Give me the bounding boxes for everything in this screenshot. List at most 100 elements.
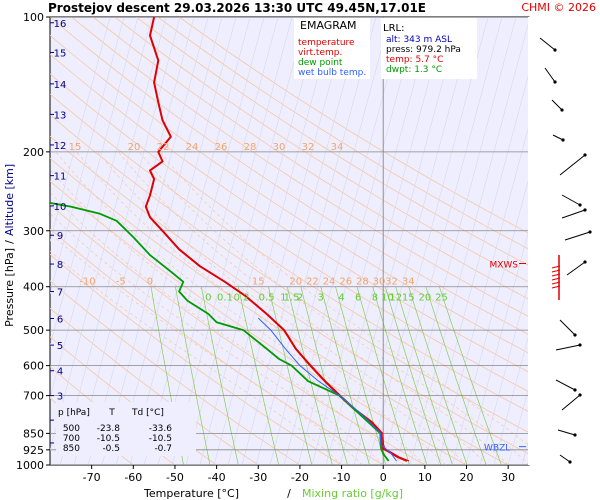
dry-adiabat-label: 30 — [373, 277, 386, 288]
dry-adiabat-label: 30 — [273, 142, 286, 153]
y-tick-label: 300 — [23, 225, 44, 238]
moist-adiabat-line — [55, 151, 446, 465]
x-tick-label: 20 — [460, 471, 474, 484]
mixing-ratio-tick-label: 0 — [205, 293, 211, 304]
copyright-label: CHMI © 2026 — [521, 1, 596, 14]
wind-max-barb — [551, 277, 561, 281]
altitude-tick-label: 3 — [57, 392, 63, 403]
mixing-ratio-tick-label: 6 — [355, 293, 361, 304]
dry-adiabat-label: 22 — [306, 277, 319, 288]
level-table-header-td: Td [°C] — [131, 408, 164, 418]
level-row-p: 850 — [63, 444, 80, 454]
chart-header-title: Prostejov descent 29.03.2026 13:30 UTC 4… — [48, 1, 426, 15]
level-row-p: 700 — [63, 434, 80, 444]
altitude-tick-label: 11 — [54, 172, 67, 183]
legend-temperature: temperature — [298, 38, 355, 48]
isotherm-line — [493, 333, 529, 465]
isotherm-line — [129, 17, 251, 465]
x-tick-label: 10 — [418, 471, 432, 484]
isotherm-line — [227, 17, 349, 465]
isotherm-line — [367, 17, 489, 465]
wind-barb — [552, 134, 564, 141]
altitude-tick-label: 6 — [57, 315, 63, 326]
isotherm-line — [101, 17, 223, 465]
y-tick-label: 700 — [23, 390, 44, 403]
series-temperature-line — [144, 17, 408, 462]
dry-adiabat-line — [114, 17, 529, 283]
mixing-ratio-tick-label: 12 — [389, 293, 402, 304]
x-tick-label: -30 — [249, 471, 267, 484]
y-tick-label: 600 — [23, 360, 44, 373]
plot-area — [49, 16, 530, 466]
marker-mxws-label: MXWS — [489, 261, 518, 271]
y-tick-label: 200 — [23, 146, 44, 159]
dry-adiabat-label: 20 — [128, 142, 141, 153]
level-row-td: -10.5 — [149, 434, 172, 444]
isotherm-line — [171, 17, 293, 465]
wind-panel — [528, 17, 600, 465]
wind-barb-dot — [583, 260, 587, 264]
isotherm-line — [157, 17, 279, 465]
dry-adiabat-line — [50, 73, 529, 393]
y-axis-label-altitude: Altitude [km] — [3, 164, 16, 236]
isotherm-line — [479, 280, 529, 465]
isotherm-line — [73, 17, 195, 465]
dry-adiabat-label: 22 — [157, 142, 170, 153]
wind-max-barb — [551, 273, 561, 277]
wind-barb-dot — [578, 393, 582, 397]
isotherm-line — [269, 17, 391, 465]
isotherm-line — [325, 17, 447, 465]
isotherm-line — [50, 17, 153, 399]
dry-adiabat-label: 15 — [252, 277, 265, 288]
dry-adiabat-label: 28 — [356, 277, 369, 288]
wind-barb — [566, 261, 586, 276]
altitude-tick-label: 8 — [57, 260, 63, 271]
wind-barb — [555, 379, 576, 391]
dry-adiabat-label: 24 — [186, 142, 199, 153]
x-tick-label: -40 — [208, 471, 226, 484]
wind-barb — [544, 67, 556, 83]
level-row-t: -0.5 — [102, 444, 120, 454]
legend-dew-point: dew point — [298, 58, 343, 68]
y-tick-label: 500 — [23, 324, 44, 337]
isotherm-line — [115, 17, 237, 465]
isotherm-line — [423, 71, 529, 465]
wind-barb — [561, 194, 581, 206]
y-tick-label: 400 — [23, 281, 44, 294]
wind-barb — [561, 394, 581, 411]
wind-barb-dot — [553, 80, 557, 84]
y-tick-label: 850 — [23, 427, 44, 440]
lrl-alt: alt: 343 m ASL — [386, 35, 452, 45]
altitude-tick-label: 14 — [54, 80, 67, 91]
legend-title: EMAGRAM — [300, 19, 357, 32]
x-axis-label-mixing: Mixing ratio [g/kg] — [302, 487, 403, 500]
wind-barb-dot — [583, 153, 587, 157]
moist-adiabat-line — [159, 151, 529, 447]
lrl-dwpt: dwpt: 1.3 °C — [386, 65, 442, 75]
dry-adiabat-label: 24 — [323, 277, 336, 288]
y-axis-label-separator: / — [3, 240, 16, 244]
level-table — [56, 402, 196, 456]
level-row-t: -10.5 — [97, 434, 120, 444]
isotherm-line — [59, 17, 181, 465]
moist-adiabat-line — [50, 191, 405, 465]
moist-adiabat-line — [50, 250, 342, 465]
dry-adiabat-label: -10 — [79, 277, 95, 288]
wind-barbs — [539, 37, 592, 464]
dry-adiabat-label: 32 — [302, 142, 315, 153]
isotherm-line — [451, 176, 529, 465]
legend-wet-bulb: wet bulb temp. — [298, 68, 366, 78]
mixing-ratio-tick-label: 4 — [338, 293, 344, 304]
isotherm-line — [437, 124, 529, 465]
wind-max-barb — [551, 265, 561, 269]
altitude-tick-label: 7 — [57, 288, 63, 299]
level-row-td: -0.7 — [154, 444, 172, 454]
lrl-temp: temp: 5.7 °C — [386, 55, 443, 65]
mixing-ratio-tick-label: 1.5 — [284, 293, 300, 304]
level-table-header-t: T — [108, 408, 115, 418]
mixing-ratio-tick-label: 20 — [419, 293, 432, 304]
x-tick-label: -50 — [166, 471, 184, 484]
level-row-t: -23.8 — [97, 424, 121, 434]
isotherm-line — [339, 17, 461, 465]
